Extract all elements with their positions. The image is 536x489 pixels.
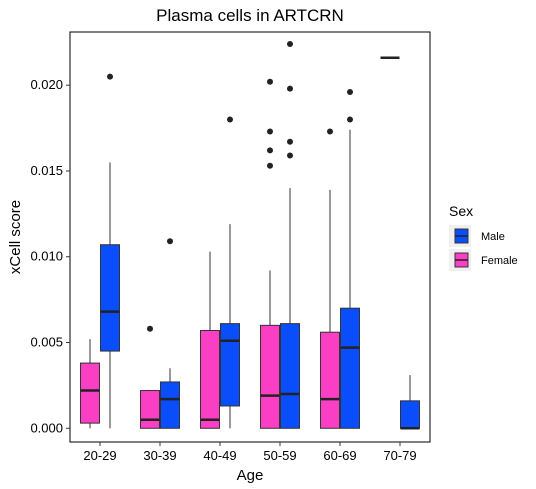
- plot-marks: [80, 41, 420, 430]
- x-tick-label: 70-79: [383, 448, 416, 463]
- box-female-20-29: [80, 362, 100, 424]
- legend-title: Sex: [449, 203, 473, 219]
- box-male-60-69: [340, 307, 360, 429]
- outlier-male-40-49-0: [227, 116, 233, 123]
- chart-title: Plasma cells in ARTCRN: [156, 6, 344, 25]
- box-male-20-29: [100, 244, 120, 352]
- box-male-40-49: [220, 323, 240, 407]
- y-tick-label: 0.015: [30, 163, 63, 178]
- box-female-50-59: [260, 324, 280, 429]
- box-female-60-69: [320, 331, 340, 429]
- x-axis: 20-29 30-39 40-49 50-59 60-69 70-79: [83, 442, 417, 463]
- y-tick-label: 0.005: [30, 335, 63, 350]
- legend: Sex Male Female: [449, 203, 518, 271]
- outlier-male-50-59-3: [287, 41, 293, 48]
- x-tick-label: 40-49: [203, 448, 236, 463]
- outlier-male-20-29-0: [107, 73, 113, 80]
- y-axis: 0.000 0.005 0.010 0.015 0.020: [30, 77, 70, 435]
- outlier-male-60-69-1: [347, 89, 353, 96]
- outlier-male-50-59-2: [287, 85, 293, 92]
- x-tick-label: 30-39: [143, 448, 176, 463]
- outlier-male-50-59-0: [287, 152, 293, 159]
- outlier-female-50-59-3: [267, 78, 273, 85]
- plot-panel: [69, 31, 431, 443]
- outlier-male-30-39-0: [167, 238, 173, 245]
- outlier-female-50-59-1: [267, 147, 273, 154]
- outlier-female-50-59-0: [267, 162, 273, 169]
- outlier-male-60-69-0: [347, 116, 353, 123]
- outlier-male-50-59-1: [287, 138, 293, 145]
- legend-label-male: Male: [481, 231, 505, 243]
- outlier-female-30-39-0: [147, 325, 153, 332]
- outlier-female-60-69-0: [327, 128, 333, 135]
- x-axis-title: Age: [237, 467, 264, 484]
- legend-label-female: Female: [481, 255, 518, 267]
- x-tick-label: 20-29: [83, 448, 116, 463]
- x-tick-label: 50-59: [263, 448, 296, 463]
- y-axis-title: xCell score: [7, 200, 24, 274]
- y-tick-label: 0.020: [30, 77, 63, 92]
- box-male-50-59: [280, 323, 300, 429]
- box-female-40-49: [200, 329, 220, 429]
- y-tick-label: 0.010: [30, 249, 63, 264]
- x-tick-label: 60-69: [323, 448, 356, 463]
- y-tick-label: 0.000: [30, 420, 63, 435]
- box-male-70-79: [400, 400, 420, 429]
- outlier-female-50-59-2: [267, 128, 273, 135]
- box-male-30-39: [160, 381, 180, 429]
- box-female-30-39: [140, 390, 160, 429]
